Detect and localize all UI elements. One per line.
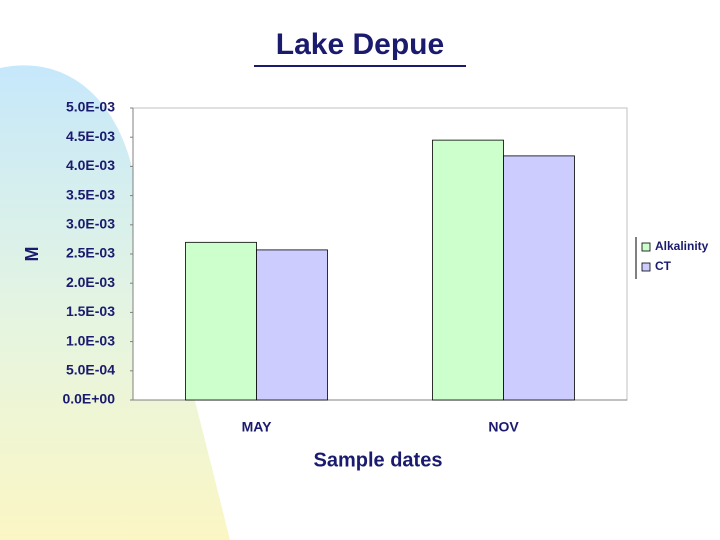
bar xyxy=(185,241,257,401)
y-tick-label: 4.5E-03 xyxy=(66,128,115,144)
y-tick-label: 5.0E-04 xyxy=(66,362,115,378)
legend-label: Alkalinity xyxy=(655,239,709,253)
y-tick-label: 0.0E+00 xyxy=(62,391,115,407)
legend-swatch xyxy=(641,242,651,252)
bar xyxy=(503,155,575,401)
background-decoration xyxy=(0,65,230,540)
y-tick-label: 3.5E-03 xyxy=(66,186,115,202)
y-tick-label: 1.0E-03 xyxy=(66,332,115,348)
y-tick-label: 2.0E-03 xyxy=(66,274,115,290)
bar xyxy=(432,139,504,401)
y-axis-label: M xyxy=(22,247,42,262)
y-tick-label: 2.5E-03 xyxy=(66,245,115,261)
chart-title: Lake Depue xyxy=(276,28,444,61)
x-tick-label: MAY xyxy=(242,419,272,435)
y-tick-label: 1.5E-03 xyxy=(66,303,115,319)
x-tick-label: NOV xyxy=(488,419,519,435)
legend-label: CT xyxy=(655,259,672,273)
bar xyxy=(256,249,328,401)
legend-swatch xyxy=(641,262,651,272)
y-tick-label: 3.0E-03 xyxy=(66,216,115,232)
x-axis-label: Sample dates xyxy=(314,449,443,471)
y-tick-label: 5.0E-03 xyxy=(66,99,115,115)
y-tick-label: 4.0E-03 xyxy=(66,157,115,173)
